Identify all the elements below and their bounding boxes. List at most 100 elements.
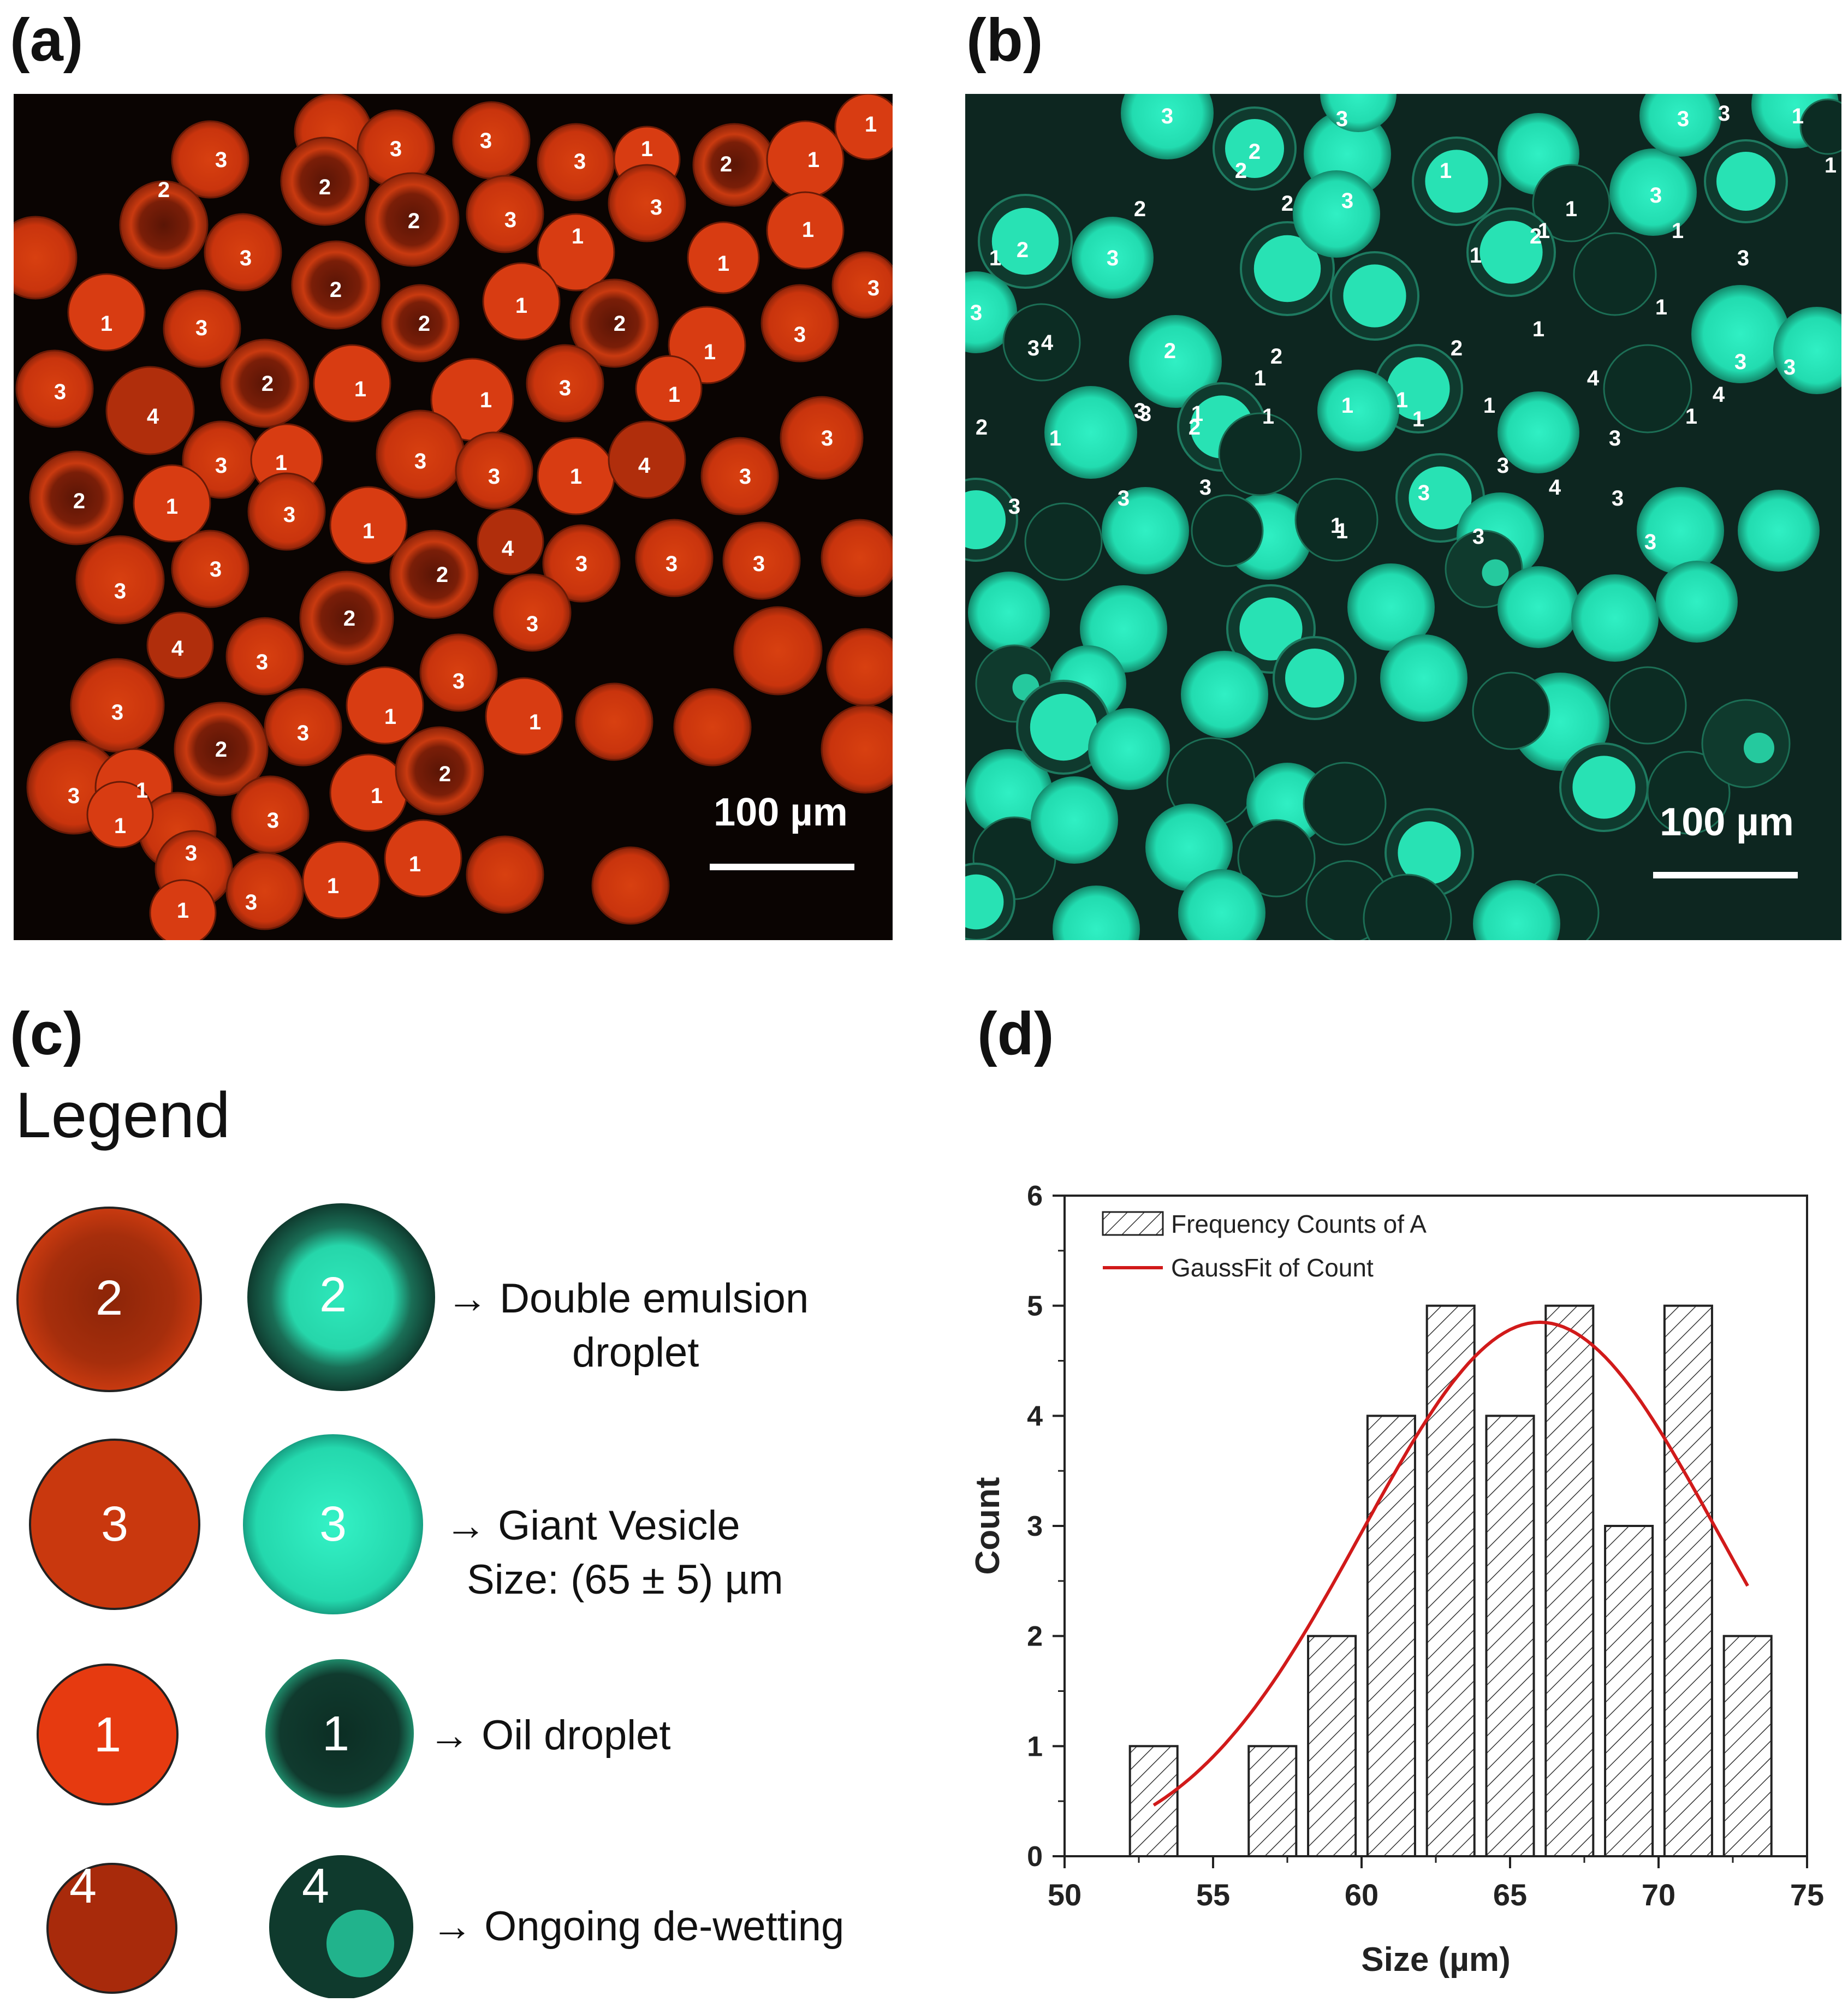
droplet-green (1473, 880, 1560, 940)
droplet-type-label: 1 (570, 465, 582, 489)
droplet-red (635, 519, 714, 597)
droplet-green-core (1425, 150, 1488, 213)
droplet-red (485, 677, 563, 756)
droplet-type-label: 3 (504, 208, 516, 232)
droplet-type-label: 1 (1672, 219, 1684, 243)
legend-desc-dewetting: → Ongoing de-wetting (431, 1903, 845, 1950)
droplet-red (608, 164, 686, 242)
droplet-red (346, 666, 424, 745)
droplet-green-core (991, 207, 1059, 275)
droplet-type-label: 3 (794, 323, 806, 347)
droplet-green (1498, 391, 1579, 473)
panel-label-a: (a) (10, 7, 84, 74)
droplet-green (1178, 869, 1265, 940)
droplet-type-label: 1 (1685, 405, 1697, 429)
droplet-red (591, 846, 670, 925)
droplet-red (146, 611, 214, 679)
droplet-type-label: 3 (215, 454, 227, 478)
droplet-type-label: 3 (1134, 399, 1146, 423)
droplet-green (1303, 762, 1387, 846)
droplet-type-label: 3 (1650, 183, 1662, 207)
legend-text-oil-droplet: → Oil droplet (429, 1709, 671, 1763)
droplet-red (395, 726, 484, 816)
droplet-type-label: 3 (68, 784, 80, 808)
legend-text-dewetting: → Ongoing de-wetting (431, 1900, 844, 1954)
droplet-type-label: 3 (283, 503, 295, 527)
droplet-type-label: 3 (1677, 107, 1689, 131)
droplet-type-label: 3 (185, 841, 197, 865)
droplet-type-label: 3 (650, 195, 662, 219)
droplet-type-label: 3 (665, 552, 678, 576)
droplet-red (766, 191, 845, 270)
droplet-type-label: 4 (1587, 366, 1600, 390)
histogram-bar (1485, 1415, 1535, 1858)
histogram-bar (1425, 1304, 1476, 1857)
droplet-green (1647, 751, 1731, 835)
droplet-red (70, 658, 165, 753)
histogram-bar (1366, 1415, 1416, 1858)
legend-desc-double-emulsion-line2: droplet (572, 1329, 699, 1376)
legend-desc-double-emulsion-line1: → Double emulsion (447, 1275, 809, 1322)
droplet-green-core (1343, 264, 1406, 328)
droplet-type-label: 3 (1161, 104, 1173, 128)
droplet-green (1656, 561, 1738, 643)
droplet-type-label: 2 (720, 152, 732, 176)
droplet-type-label: 1 (572, 224, 584, 248)
droplet-type-label: 1 (1412, 407, 1424, 431)
droplet-type-label: 3 (1612, 486, 1624, 510)
droplet-type-label: 2 (1189, 415, 1201, 439)
droplet-red (569, 278, 659, 368)
droplet-type-label: 1 (1330, 514, 1342, 538)
swatch-red-label-2: 2 (96, 1271, 123, 1326)
droplet-red (733, 606, 823, 696)
droplet-green-core (965, 874, 1004, 930)
droplet-type-label: 2 (1530, 224, 1542, 248)
droplet-green (1294, 478, 1378, 562)
droplet-red (171, 530, 249, 608)
droplet-type-label: 3 (1734, 350, 1746, 374)
droplet-red (635, 355, 703, 423)
legend-text-giant-vesicle: → Giant Vesicle Size: (65 ± 5) µm (445, 1499, 783, 1607)
droplet-red (526, 344, 604, 423)
droplet-type-label: 2 (262, 372, 274, 396)
swatch-green-label-4: 4 (302, 1859, 329, 1914)
droplet-type-label: 4 (1549, 476, 1561, 500)
histogram-bar (1722, 1635, 1773, 1858)
droplet-type-label: 1 (1825, 153, 1837, 177)
legend-desc-giant-vesicle-line2: Size: (65 ± 5) µm (467, 1556, 783, 1603)
droplet-green (1609, 148, 1697, 236)
droplet-red (225, 852, 304, 930)
droplet-type-label: 4 (638, 454, 651, 478)
droplet-type-label: 3 (1139, 402, 1151, 426)
droplet-type-label: 3 (1609, 426, 1621, 450)
droplet-red (466, 835, 544, 914)
droplet-type-label: 3 (1199, 476, 1211, 500)
legend-row-oil-droplet: 1 1 (37, 1659, 414, 1808)
x-tick-label: 50 (1048, 1878, 1082, 1912)
droplet-green-core (1744, 733, 1774, 763)
droplet-green (1293, 170, 1380, 258)
histogram-bar (1247, 1745, 1298, 1858)
droplet-type-label: 3 (575, 552, 587, 576)
droplet-green (1320, 94, 1397, 132)
droplet-red (105, 366, 195, 455)
droplet-type-label: 2 (1164, 339, 1176, 363)
droplet-type-label: 3 (526, 612, 538, 636)
droplet-type-label: 1 (136, 779, 148, 803)
droplet-type-label: 1 (529, 710, 541, 734)
droplet-type-label: 1 (100, 312, 112, 336)
swatch-green-label-2: 2 (319, 1268, 347, 1322)
droplet-type-label: 3 (1497, 454, 1509, 478)
legend-entry-fit: GaussFit of Count (1171, 1254, 1374, 1282)
droplet-green (1088, 708, 1170, 790)
y-axis-label: Count (969, 1477, 1007, 1575)
droplet-type-label: 3 (1118, 486, 1130, 510)
droplet-type-label: 2 (976, 415, 988, 439)
droplet-red (381, 284, 460, 363)
panel-label-b: (b) (966, 7, 1043, 74)
legend-row-dewetting: 4 4 (46, 1855, 413, 1998)
droplet-type-label: 1 (989, 246, 1001, 270)
scale-bar-label-a: 100 µm (714, 791, 848, 834)
droplet-type-label: 1 (480, 388, 492, 412)
droplet-green (1472, 672, 1550, 750)
